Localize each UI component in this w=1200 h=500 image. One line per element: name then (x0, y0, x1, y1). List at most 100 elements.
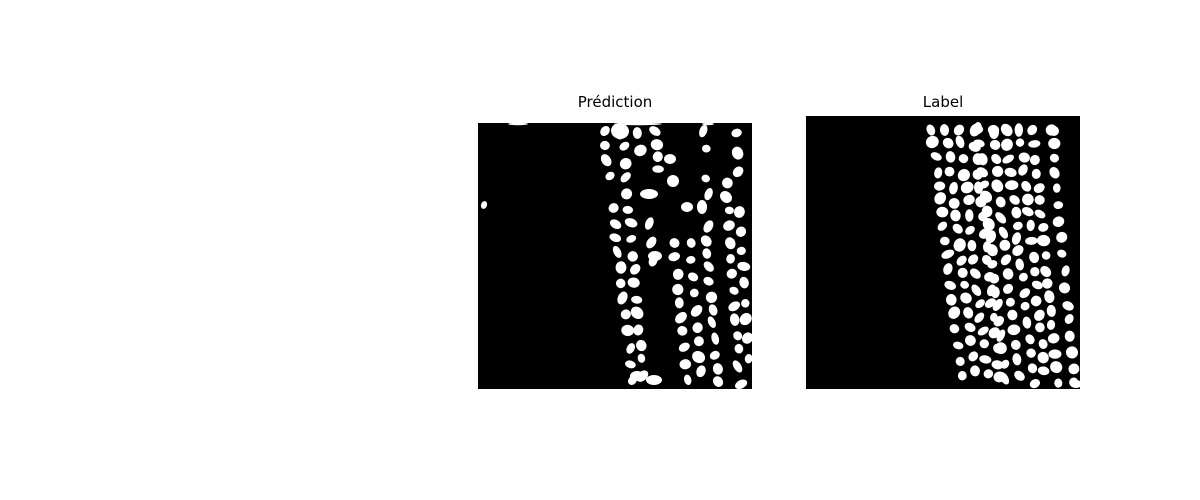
cell-blob (985, 230, 997, 243)
cell-blob (971, 284, 982, 296)
cell-blob (726, 268, 738, 279)
cell-blob (1014, 123, 1024, 137)
cell-blob (1049, 167, 1060, 179)
cell-blob (968, 351, 979, 362)
cell-blob (702, 123, 714, 126)
cell-blob (992, 298, 1003, 311)
cell-blob (944, 280, 957, 290)
cell-blob (1019, 288, 1031, 299)
cell-blob (630, 371, 644, 381)
cell-blob (1002, 268, 1014, 280)
cell-blob (664, 154, 676, 164)
cell-blob (948, 198, 960, 209)
cell-blob (688, 272, 699, 282)
cell-blob (1064, 314, 1074, 324)
cell-blob (998, 226, 1009, 239)
cell-blob (1029, 379, 1040, 389)
cell-blob (970, 365, 980, 377)
cell-blob (1038, 339, 1048, 349)
cell-blob (1031, 168, 1041, 179)
cell-blob (996, 329, 1006, 342)
cell-blob (646, 375, 662, 385)
cell-blob (636, 339, 647, 352)
cell-blob (742, 332, 752, 344)
cell-blob (1025, 236, 1038, 245)
cell-blob (741, 299, 750, 308)
cell-blob (726, 254, 735, 264)
cell-blob (989, 139, 1001, 150)
cell-blob (957, 371, 967, 381)
cell-blob (731, 128, 742, 138)
cell-blob (1000, 254, 1012, 266)
cell-blob (939, 124, 950, 136)
cell-blob (1038, 223, 1049, 232)
cell-blob (704, 188, 713, 201)
cell-blob (672, 283, 684, 296)
cell-blob (1049, 153, 1059, 163)
cell-blob (1050, 361, 1063, 374)
cell-blob (686, 238, 696, 248)
cell-blob (699, 124, 708, 138)
cell-blob (981, 205, 993, 218)
cell-blob (689, 288, 699, 298)
cell-blob (697, 200, 707, 214)
cell-blob (1012, 245, 1024, 257)
cell-blob (1004, 167, 1017, 177)
cell-blob (977, 153, 988, 166)
cell-blob (940, 236, 950, 246)
cell-blob (949, 181, 958, 195)
cell-blob (955, 356, 965, 366)
cell-blob (952, 341, 964, 350)
cell-blob (627, 251, 638, 262)
cell-blob (1003, 283, 1014, 294)
cell-blob (672, 268, 684, 280)
cell-blob (1026, 219, 1035, 232)
cell-blob (1022, 316, 1032, 329)
cell-blob (1021, 181, 1032, 192)
cell-blob (640, 189, 658, 199)
cell-blob (729, 313, 740, 326)
cell-blob (1005, 180, 1019, 191)
cell-blob (633, 324, 644, 336)
cell-blob (626, 343, 636, 354)
prediction-mask-image (478, 123, 752, 389)
cell-blob (611, 123, 629, 140)
cell-blob (1052, 216, 1065, 228)
cell-blob (934, 167, 943, 179)
cell-blob (1068, 363, 1080, 375)
cell-blob (615, 278, 626, 289)
cell-blob (600, 126, 610, 136)
cell-blob (979, 190, 993, 203)
cell-blob (945, 151, 956, 163)
cell-blob (963, 307, 974, 319)
cell-blob (1029, 154, 1040, 166)
cell-blob (1015, 258, 1024, 271)
cell-blob (1037, 366, 1050, 376)
cell-blob (982, 218, 995, 231)
cell-blob (1011, 206, 1022, 219)
cell-blob (707, 316, 716, 328)
cell-blob (1037, 351, 1049, 364)
cell-blob (733, 206, 745, 218)
cell-blob (626, 235, 637, 243)
cell-blob (650, 139, 664, 151)
cell-blob (1030, 295, 1042, 307)
prediction-title: Prédiction (577, 93, 653, 111)
cell-blob (625, 360, 636, 369)
cell-blob (627, 277, 640, 288)
cell-blob (686, 256, 696, 264)
cell-blob (955, 135, 965, 149)
cell-blob (974, 122, 982, 134)
cell-blob (1007, 309, 1018, 321)
cell-blob (652, 151, 663, 162)
cell-blob (608, 203, 619, 213)
cell-blob (953, 238, 966, 252)
cell-blob (1049, 126, 1059, 136)
cell-blob (979, 339, 989, 349)
cell-blob (634, 144, 647, 157)
cell-blob (728, 301, 741, 312)
cell-blob (991, 360, 1004, 370)
cell-blob (957, 169, 971, 182)
cell-blob (615, 261, 627, 274)
